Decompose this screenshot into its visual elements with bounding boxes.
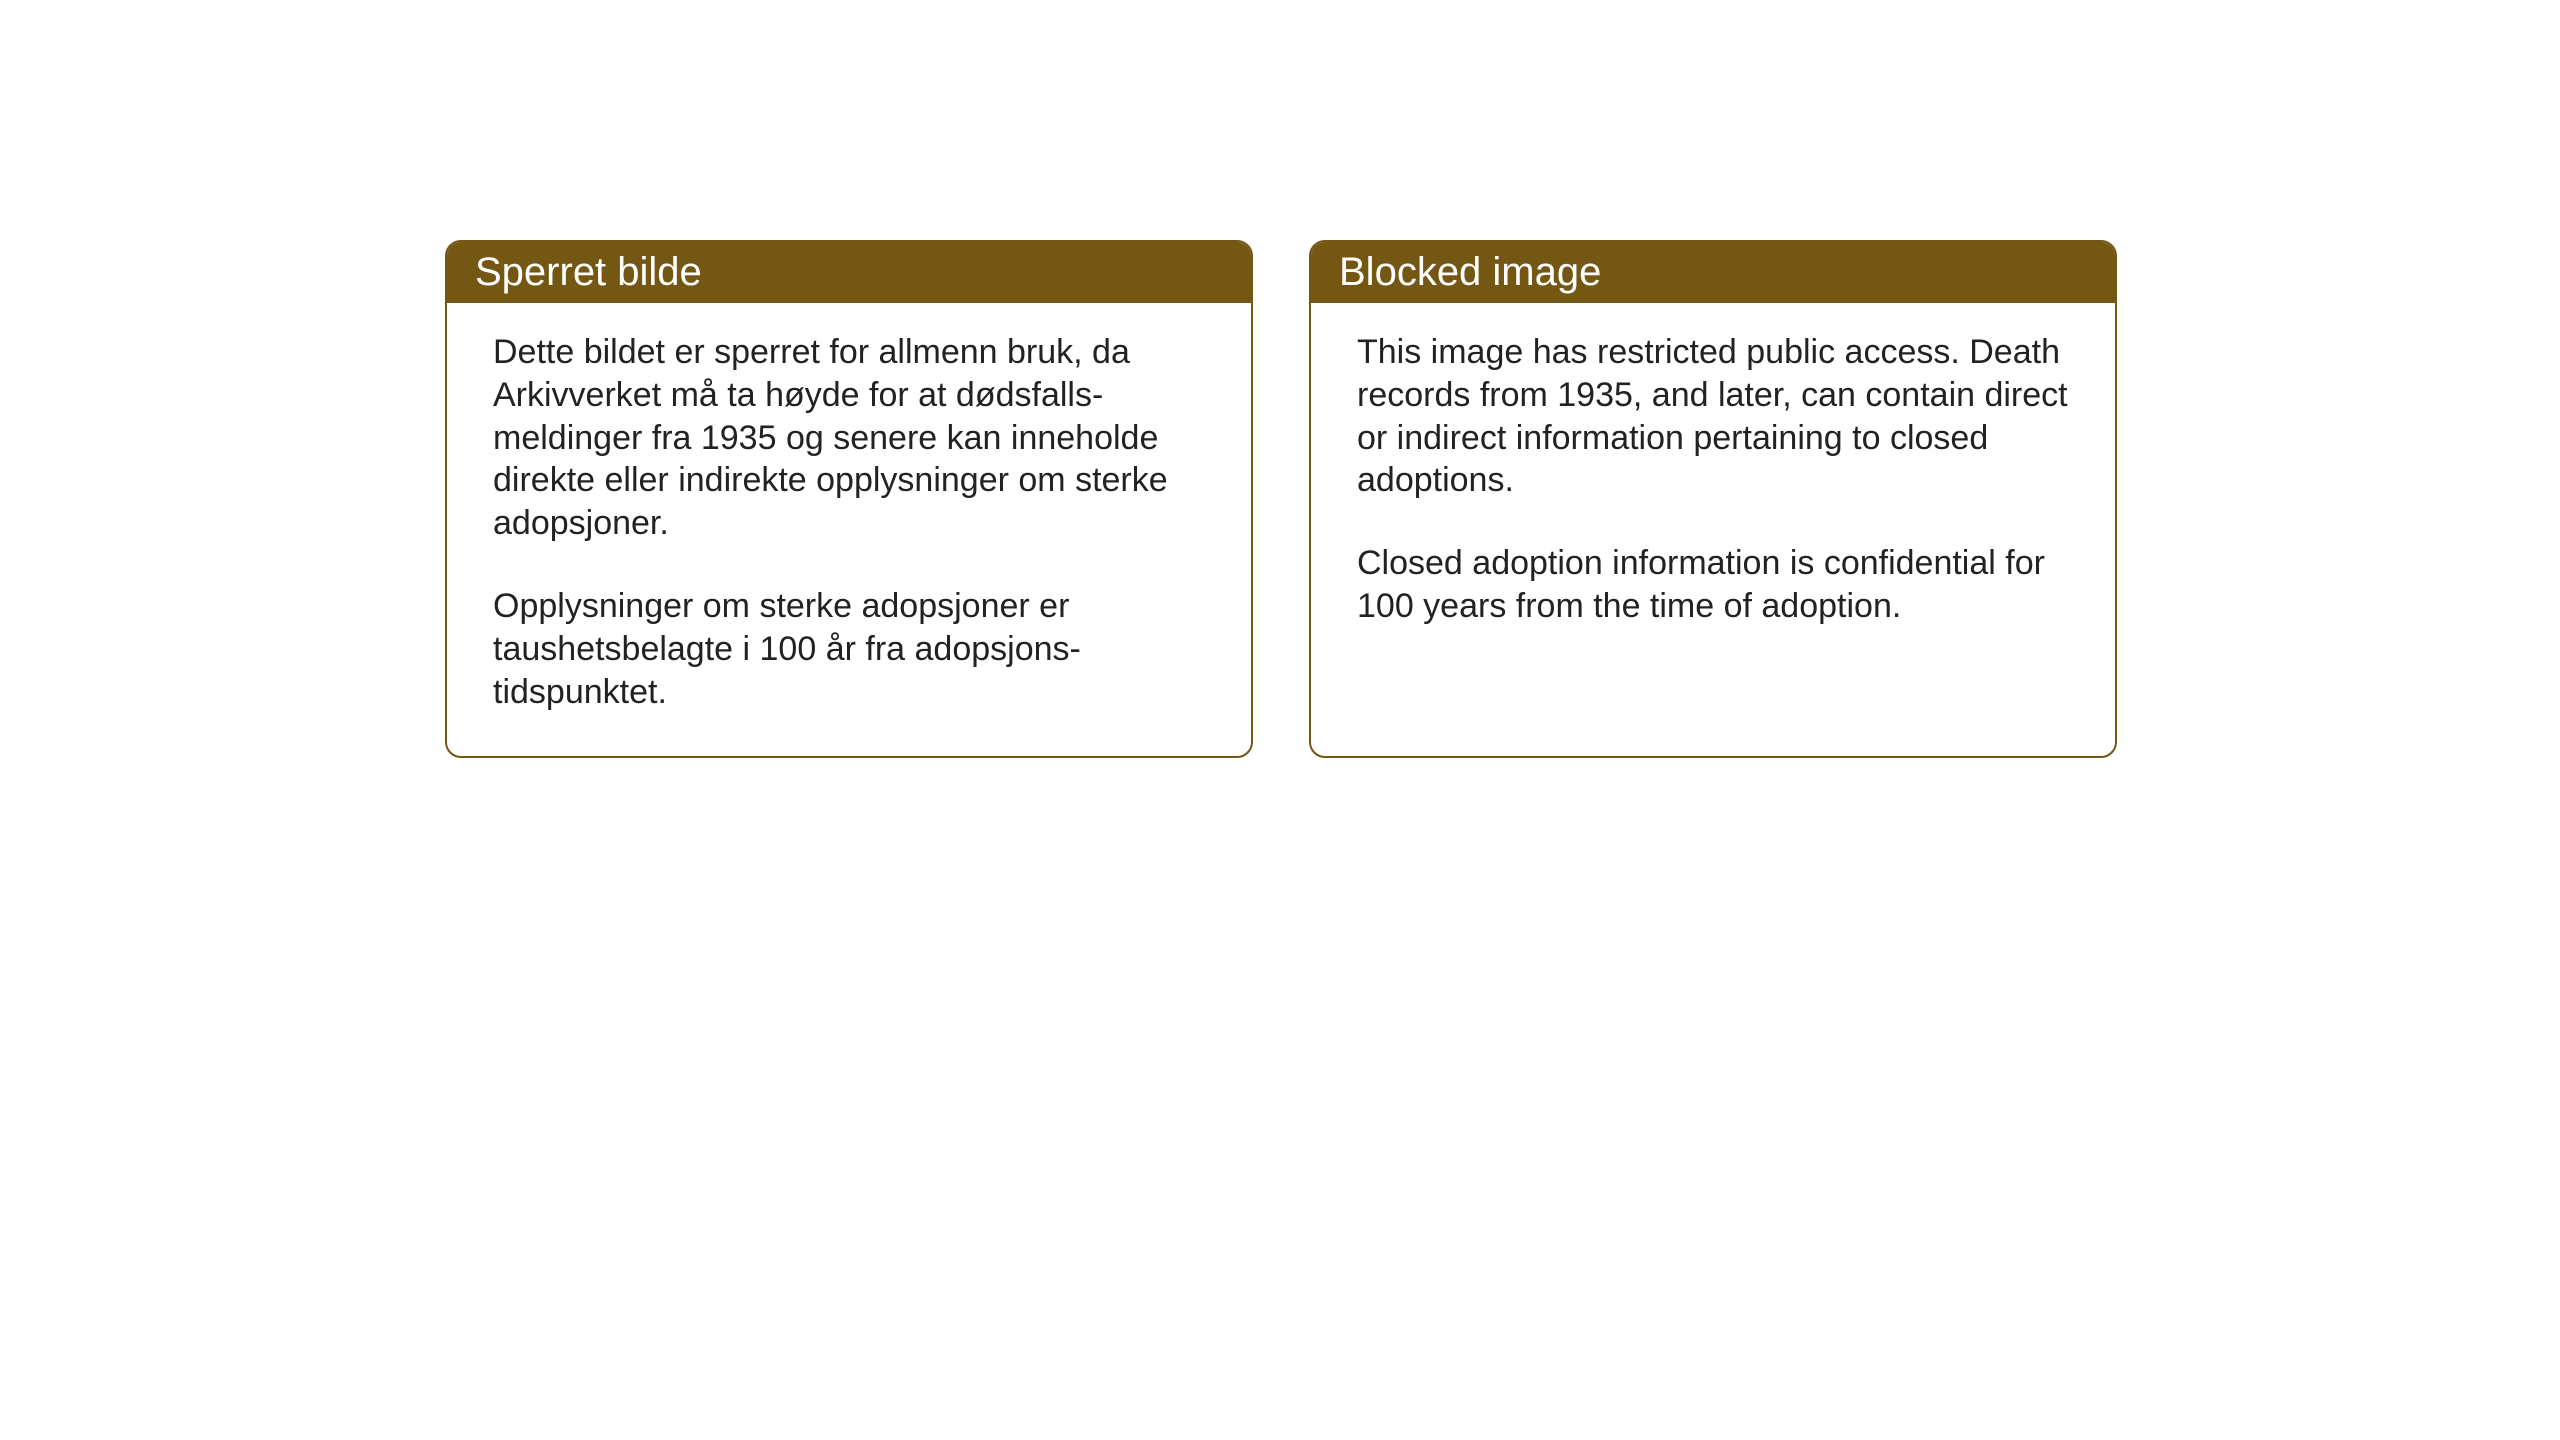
card-norwegian-paragraph-1: Dette bildet er sperret for allmenn bruk…	[493, 331, 1205, 545]
card-english-paragraph-2: Closed adoption information is confident…	[1357, 542, 2069, 628]
card-english: Blocked image This image has restricted …	[1309, 240, 2117, 758]
cards-container: Sperret bilde Dette bildet er sperret fo…	[445, 240, 2117, 758]
card-english-body: This image has restricted public access.…	[1311, 303, 2115, 670]
card-english-title: Blocked image	[1339, 250, 1601, 294]
card-norwegian-title: Sperret bilde	[475, 250, 702, 294]
card-english-header: Blocked image	[1311, 242, 2115, 303]
card-english-paragraph-1: This image has restricted public access.…	[1357, 331, 2069, 502]
card-norwegian-paragraph-2: Opplysninger om sterke adopsjoner er tau…	[493, 585, 1205, 713]
card-norwegian: Sperret bilde Dette bildet er sperret fo…	[445, 240, 1253, 758]
card-norwegian-header: Sperret bilde	[447, 242, 1251, 303]
card-norwegian-body: Dette bildet er sperret for allmenn bruk…	[447, 303, 1251, 756]
